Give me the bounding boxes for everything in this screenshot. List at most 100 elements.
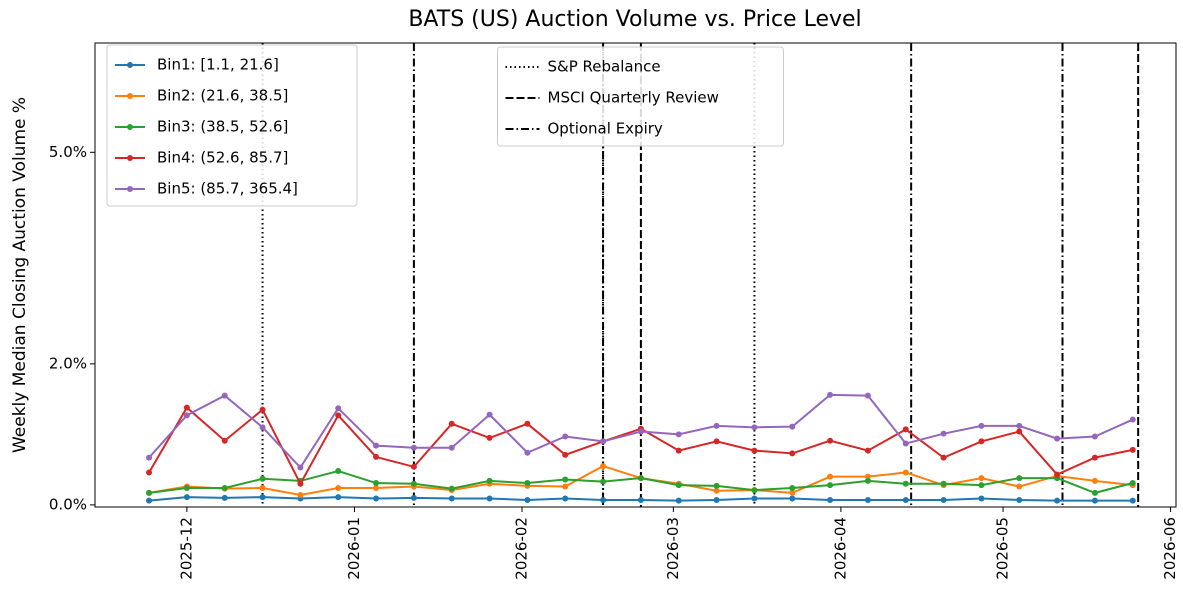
chart-title: BATS (US) Auction Volume vs. Price Level — [408, 7, 861, 32]
data-point — [940, 430, 947, 437]
data-point — [675, 447, 682, 454]
x-tick-label: 2026-04 — [831, 517, 849, 580]
legend-marker — [127, 124, 133, 130]
data-point — [978, 438, 985, 445]
data-point — [297, 492, 304, 499]
data-point — [713, 422, 720, 429]
data-point — [1091, 454, 1098, 461]
data-point — [259, 494, 266, 501]
data-point — [1016, 496, 1023, 503]
legend-box — [497, 46, 784, 147]
data-point — [864, 477, 871, 484]
data-point — [713, 438, 720, 445]
data-point — [827, 473, 834, 480]
data-point — [789, 450, 796, 457]
data-point — [259, 406, 266, 413]
data-point — [373, 442, 380, 449]
data-point — [902, 480, 909, 487]
data-point — [827, 391, 834, 398]
data-point — [1091, 477, 1098, 484]
data-point — [864, 392, 871, 399]
data-point — [1054, 435, 1061, 442]
data-point — [675, 497, 682, 504]
data-point — [1016, 483, 1023, 490]
data-point — [373, 484, 380, 491]
data-point — [524, 449, 531, 456]
data-point — [600, 478, 607, 485]
data-point — [448, 485, 455, 492]
data-point — [146, 497, 153, 504]
legend-marker — [127, 155, 133, 161]
data-point — [1054, 471, 1061, 478]
series-legend: Bin1: [1.1, 21.6] Bin2: (21.6, 38.5] Bin3:… — [106, 44, 358, 207]
data-point — [1016, 475, 1023, 482]
data-point — [637, 475, 644, 482]
data-point — [448, 444, 455, 451]
data-point — [827, 482, 834, 489]
data-point — [562, 433, 569, 440]
data-point — [1091, 489, 1098, 496]
data-point — [864, 496, 871, 503]
data-point — [827, 496, 834, 503]
data-point — [335, 494, 342, 501]
data-point — [713, 482, 720, 489]
data-point — [486, 434, 493, 441]
y-tick-label: 5.0% — [49, 143, 87, 161]
legend-label: Optional Expiry — [548, 120, 663, 138]
data-point — [183, 412, 190, 419]
x-tick-label: 2026-01 — [345, 517, 363, 580]
data-point — [902, 426, 909, 433]
data-point — [486, 495, 493, 502]
data-point — [637, 496, 644, 503]
legend-label: Bin1: [1.1, 21.6] — [157, 56, 279, 74]
data-point — [827, 437, 834, 444]
data-point — [221, 484, 228, 491]
data-point — [978, 475, 985, 482]
data-point — [789, 489, 796, 496]
data-point — [146, 469, 153, 476]
data-point — [221, 437, 228, 444]
data-point — [1129, 480, 1136, 487]
data-point — [940, 454, 947, 461]
data-point — [259, 484, 266, 491]
data-point — [789, 484, 796, 491]
y-tick-label: 2.0% — [49, 354, 87, 372]
data-point — [146, 454, 153, 461]
x-tick-label: 2026-02 — [512, 517, 530, 580]
data-point — [486, 411, 493, 418]
data-point — [978, 495, 985, 502]
data-point — [1091, 497, 1098, 504]
data-point — [183, 404, 190, 411]
data-point — [410, 463, 417, 470]
data-point — [335, 412, 342, 419]
data-point — [789, 495, 796, 502]
data-point — [410, 444, 417, 451]
data-point — [410, 480, 417, 487]
legend-marker — [127, 62, 133, 68]
data-point — [600, 463, 607, 470]
data-point — [259, 475, 266, 482]
x-tick-label: 2025-12 — [177, 517, 195, 580]
data-point — [675, 431, 682, 438]
data-point — [978, 422, 985, 429]
data-point — [373, 453, 380, 460]
data-point — [373, 480, 380, 487]
data-point — [259, 424, 266, 431]
data-point — [448, 420, 455, 427]
data-point — [524, 480, 531, 487]
data-point — [864, 473, 871, 480]
data-point — [713, 496, 720, 503]
data-point — [1129, 497, 1136, 504]
data-point — [335, 405, 342, 412]
plot-frame — [94, 42, 1177, 508]
x-tick-label: 2026-06 — [1161, 517, 1179, 580]
legend-label: Bin4: (52.6, 85.7] — [157, 149, 288, 167]
data-point — [789, 423, 796, 430]
data-point — [1054, 497, 1061, 504]
legend-marker — [127, 186, 133, 192]
data-point — [751, 447, 758, 454]
data-point — [978, 482, 985, 489]
legend-label: MSCI Quarterly Review — [548, 89, 719, 107]
data-point — [751, 495, 758, 502]
legend-label: Bin3: (38.5, 52.6] — [157, 118, 288, 136]
